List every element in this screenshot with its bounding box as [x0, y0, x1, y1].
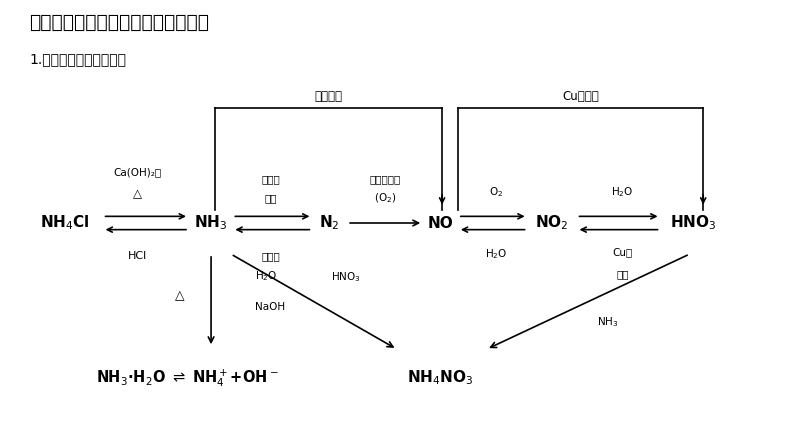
Text: NH$_3$: NH$_3$ [597, 315, 619, 329]
Text: △: △ [133, 188, 142, 201]
Text: 催化剂: 催化剂 [261, 251, 279, 261]
Text: H$_2$O: H$_2$O [611, 185, 634, 199]
Text: HCl: HCl [129, 251, 148, 261]
Text: △: △ [175, 289, 184, 303]
Text: NO: NO [428, 215, 453, 231]
Text: HNO$_3$: HNO$_3$ [670, 214, 717, 232]
Text: N$_2$: N$_2$ [319, 214, 340, 232]
Text: 催化氧化: 催化氧化 [314, 90, 342, 103]
Text: NH$_4$NO$_3$: NH$_4$NO$_3$ [407, 369, 474, 388]
Text: 浓酸: 浓酸 [616, 269, 629, 279]
Text: NH$_4$Cl: NH$_4$Cl [40, 214, 90, 232]
Text: NH$_3$·H$_2$O $\rightleftharpoons$ NH$_4^+$+OH$^-$: NH$_3$·H$_2$O $\rightleftharpoons$ NH$_4… [96, 367, 279, 389]
Text: HNO$_3$: HNO$_3$ [330, 270, 360, 284]
Text: Cu、: Cu、 [612, 247, 633, 257]
Text: H$_2$O: H$_2$O [484, 247, 507, 261]
Text: 1.氮及其化合物的转化。: 1.氮及其化合物的转化。 [29, 52, 126, 66]
Text: NO$_2$: NO$_2$ [534, 214, 568, 232]
Text: 一、氮及其化合物的性质及转化关系: 一、氮及其化合物的性质及转化关系 [29, 12, 209, 32]
Text: (O$_2$): (O$_2$) [374, 192, 396, 206]
Text: H$_2$O: H$_2$O [255, 269, 277, 283]
Text: Cu、稀酸: Cu、稀酸 [562, 90, 599, 103]
Text: 高温或放电: 高温或放电 [369, 173, 401, 184]
Text: NH$_3$: NH$_3$ [195, 214, 228, 232]
Text: 高温、: 高温、 [261, 173, 279, 184]
Text: NaOH: NaOH [255, 302, 285, 312]
Text: 高压: 高压 [264, 194, 276, 204]
Text: O$_2$: O$_2$ [489, 185, 503, 199]
Text: Ca(OH)₂、: Ca(OH)₂、 [114, 167, 162, 177]
